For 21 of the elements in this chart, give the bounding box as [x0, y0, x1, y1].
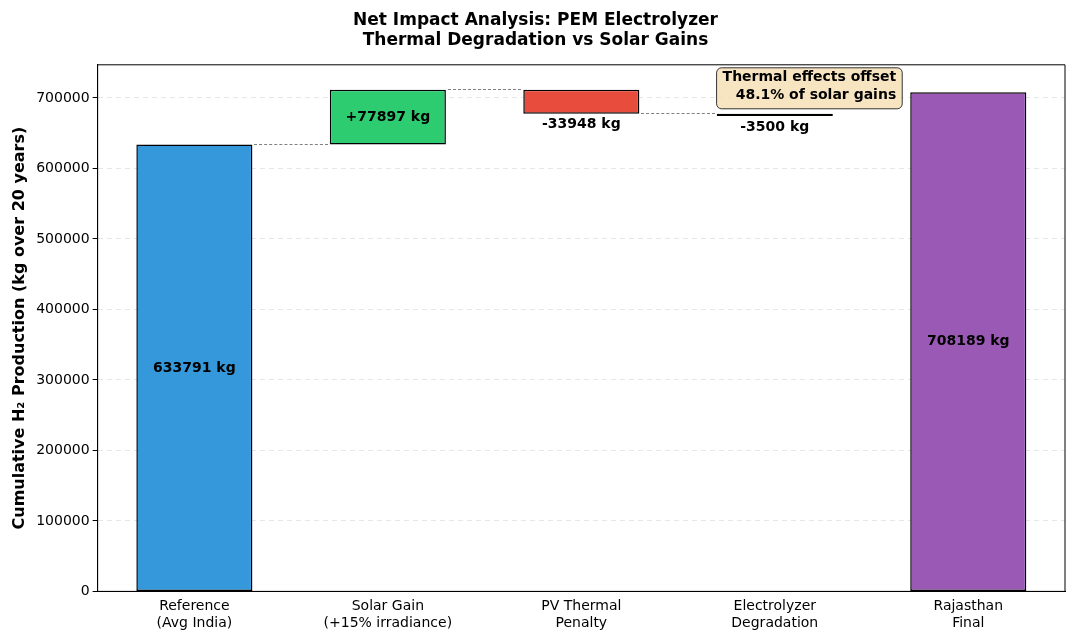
- data-label: 633791 kg: [153, 358, 236, 375]
- x-tick-label: Reference (Avg India): [156, 597, 233, 631]
- data-label: +77897 kg: [345, 107, 431, 124]
- x-tick-label: Solar Gain (+15% irradiance): [323, 597, 453, 631]
- x-tick-label: Rajasthan Final: [933, 597, 1004, 631]
- x-tick-label: Electrolyzer Degradation: [731, 597, 819, 631]
- y-tick-label: 600000: [36, 159, 90, 176]
- y-tick-label: 700000: [36, 88, 90, 105]
- data-label: -3500 kg: [740, 117, 810, 134]
- data-label: 708189 kg: [926, 332, 1010, 349]
- chart-title: Net Impact Analysis: PEM Electrolyzer Thermal Degradation vs Solar Gains: [353, 8, 719, 50]
- x-tick-label: PV Thermal Penalty: [541, 597, 622, 631]
- y-tick-label: 0: [80, 582, 90, 599]
- annotation: Thermal effects offset 48.1% of solar gains: [722, 68, 897, 103]
- y-axis-title: Cumulative H₂ Production (kg over 20 years): [8, 126, 28, 530]
- y-tick-label: 200000: [36, 441, 90, 458]
- y-tick-label: 300000: [36, 370, 90, 387]
- y-tick-label: 500000: [36, 229, 90, 246]
- y-tick-label: 100000: [36, 511, 90, 528]
- y-tick-label: 400000: [36, 300, 90, 317]
- data-label: -33948 kg: [541, 115, 621, 132]
